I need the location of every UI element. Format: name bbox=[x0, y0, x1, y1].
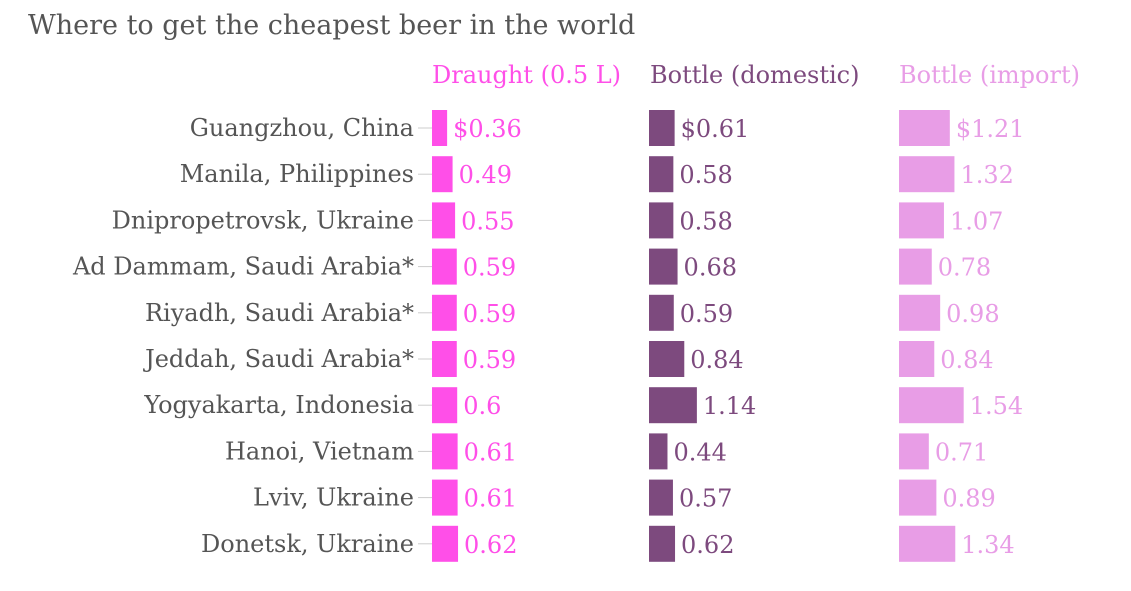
chart-row: Jeddah, Saudi Arabia* 0.59 0.84 0.84 bbox=[142, 341, 994, 377]
category-label: Riyadh, Saudi Arabia* bbox=[145, 299, 414, 327]
chart-row: Manila, Philippines 0.49 0.58 1.32 bbox=[180, 156, 1014, 193]
bar bbox=[432, 433, 458, 470]
data-label: 0.59 bbox=[463, 346, 516, 374]
data-label: 0.98 bbox=[946, 300, 999, 328]
data-label: $1.21 bbox=[956, 115, 1025, 143]
data-label: 0.57 bbox=[679, 485, 732, 513]
chart-row: Yogyakarta, Indonesia 0.6 1.14 1.54 bbox=[143, 387, 1023, 424]
bar bbox=[899, 248, 932, 285]
series-header: Bottle (domestic) bbox=[650, 61, 859, 89]
bar bbox=[432, 202, 456, 239]
data-label: 0.71 bbox=[935, 438, 988, 466]
bar bbox=[649, 248, 678, 285]
category-label: Hanoi, Vietnam bbox=[225, 437, 414, 465]
data-label: 1.14 bbox=[703, 392, 756, 420]
bar bbox=[432, 156, 453, 193]
bar bbox=[432, 479, 458, 516]
category-label: Dnipropetrovsk, Ukraine bbox=[112, 206, 414, 234]
data-label: 0.61 bbox=[464, 438, 517, 466]
data-label: 0.59 bbox=[463, 254, 516, 282]
bar bbox=[899, 110, 950, 146]
category-label: Ad Dammam, Saudi Arabia* bbox=[72, 253, 414, 281]
bar bbox=[649, 387, 697, 424]
bar bbox=[899, 479, 937, 516]
bar bbox=[899, 433, 929, 470]
data-label: 0.58 bbox=[679, 207, 732, 235]
chart-row: Ad Dammam, Saudi Arabia* 0.59 0.68 0.78 bbox=[72, 248, 991, 285]
data-label: 0.58 bbox=[679, 161, 732, 189]
chart-row: Lviv, Ukraine 0.61 0.57 0.89 bbox=[253, 479, 996, 516]
bar bbox=[432, 387, 458, 424]
bar bbox=[899, 525, 956, 562]
series-headers: Draught (0.5 L) Bottle (domestic) Bottle (… bbox=[432, 61, 1080, 89]
bar bbox=[899, 202, 944, 239]
data-label: 0.62 bbox=[464, 531, 517, 559]
data-label: 0.68 bbox=[684, 254, 737, 282]
chart-row: Riyadh, Saudi Arabia* 0.59 0.59 0.98 bbox=[145, 294, 1000, 331]
bar bbox=[649, 525, 676, 562]
data-label: 0.6 bbox=[463, 392, 501, 420]
data-label: 0.89 bbox=[942, 485, 995, 513]
bar bbox=[432, 341, 457, 377]
category-label: Jeddah, Saudi Arabia* bbox=[142, 345, 414, 373]
category-label: Guangzhou, China bbox=[190, 114, 414, 142]
bar bbox=[649, 433, 668, 470]
bar bbox=[432, 294, 457, 331]
category-label: Donetsk, Ukraine bbox=[201, 530, 414, 558]
chart-row: Hanoi, Vietnam 0.61 0.44 0.71 bbox=[225, 433, 988, 470]
bar bbox=[432, 525, 459, 562]
data-label: 0.55 bbox=[461, 207, 514, 235]
data-label: 0.62 bbox=[681, 531, 734, 559]
bar bbox=[649, 294, 674, 331]
data-label: 1.54 bbox=[970, 392, 1023, 420]
bar bbox=[649, 341, 685, 377]
category-label: Yogyakarta, Indonesia bbox=[143, 391, 414, 419]
data-label: 0.84 bbox=[690, 346, 743, 374]
data-label: 0.59 bbox=[680, 300, 733, 328]
chart-row: Dnipropetrovsk, Ukraine 0.55 0.58 1.07 bbox=[112, 202, 1003, 239]
bar bbox=[649, 479, 673, 516]
bar bbox=[649, 202, 674, 239]
chart-row: Donetsk, Ukraine 0.62 0.62 1.34 bbox=[201, 525, 1015, 562]
series-header: Draught (0.5 L) bbox=[432, 61, 621, 89]
data-label: 0.49 bbox=[459, 161, 512, 189]
data-label: $0.61 bbox=[681, 115, 750, 143]
data-label: 0.84 bbox=[940, 346, 993, 374]
data-label: 0.78 bbox=[938, 254, 991, 282]
bar bbox=[649, 110, 675, 146]
data-label: $0.36 bbox=[453, 115, 522, 143]
data-label: 0.61 bbox=[464, 485, 517, 513]
data-label: 1.32 bbox=[960, 161, 1013, 189]
data-label: 0.44 bbox=[673, 438, 726, 466]
bar bbox=[899, 387, 964, 424]
bar bbox=[899, 294, 941, 331]
category-label: Lviv, Ukraine bbox=[253, 484, 414, 512]
category-label: Manila, Philippines bbox=[180, 160, 414, 188]
data-label: 0.59 bbox=[463, 300, 516, 328]
series-header: Bottle (import) bbox=[899, 61, 1080, 89]
data-label: 1.34 bbox=[961, 531, 1014, 559]
bar bbox=[432, 110, 448, 146]
bar bbox=[899, 341, 935, 377]
chart-row: Guangzhou, China $0.36 $0.61 $1.21 bbox=[190, 110, 1025, 146]
chart-title: Where to get the cheapest beer in the wo… bbox=[28, 10, 635, 41]
bar bbox=[899, 156, 955, 193]
chart-rows: Guangzhou, China $0.36 $0.61 $1.21 Manila, P… bbox=[72, 110, 1025, 562]
bar bbox=[432, 248, 457, 285]
data-label: 1.07 bbox=[950, 207, 1003, 235]
bar bbox=[649, 156, 674, 193]
